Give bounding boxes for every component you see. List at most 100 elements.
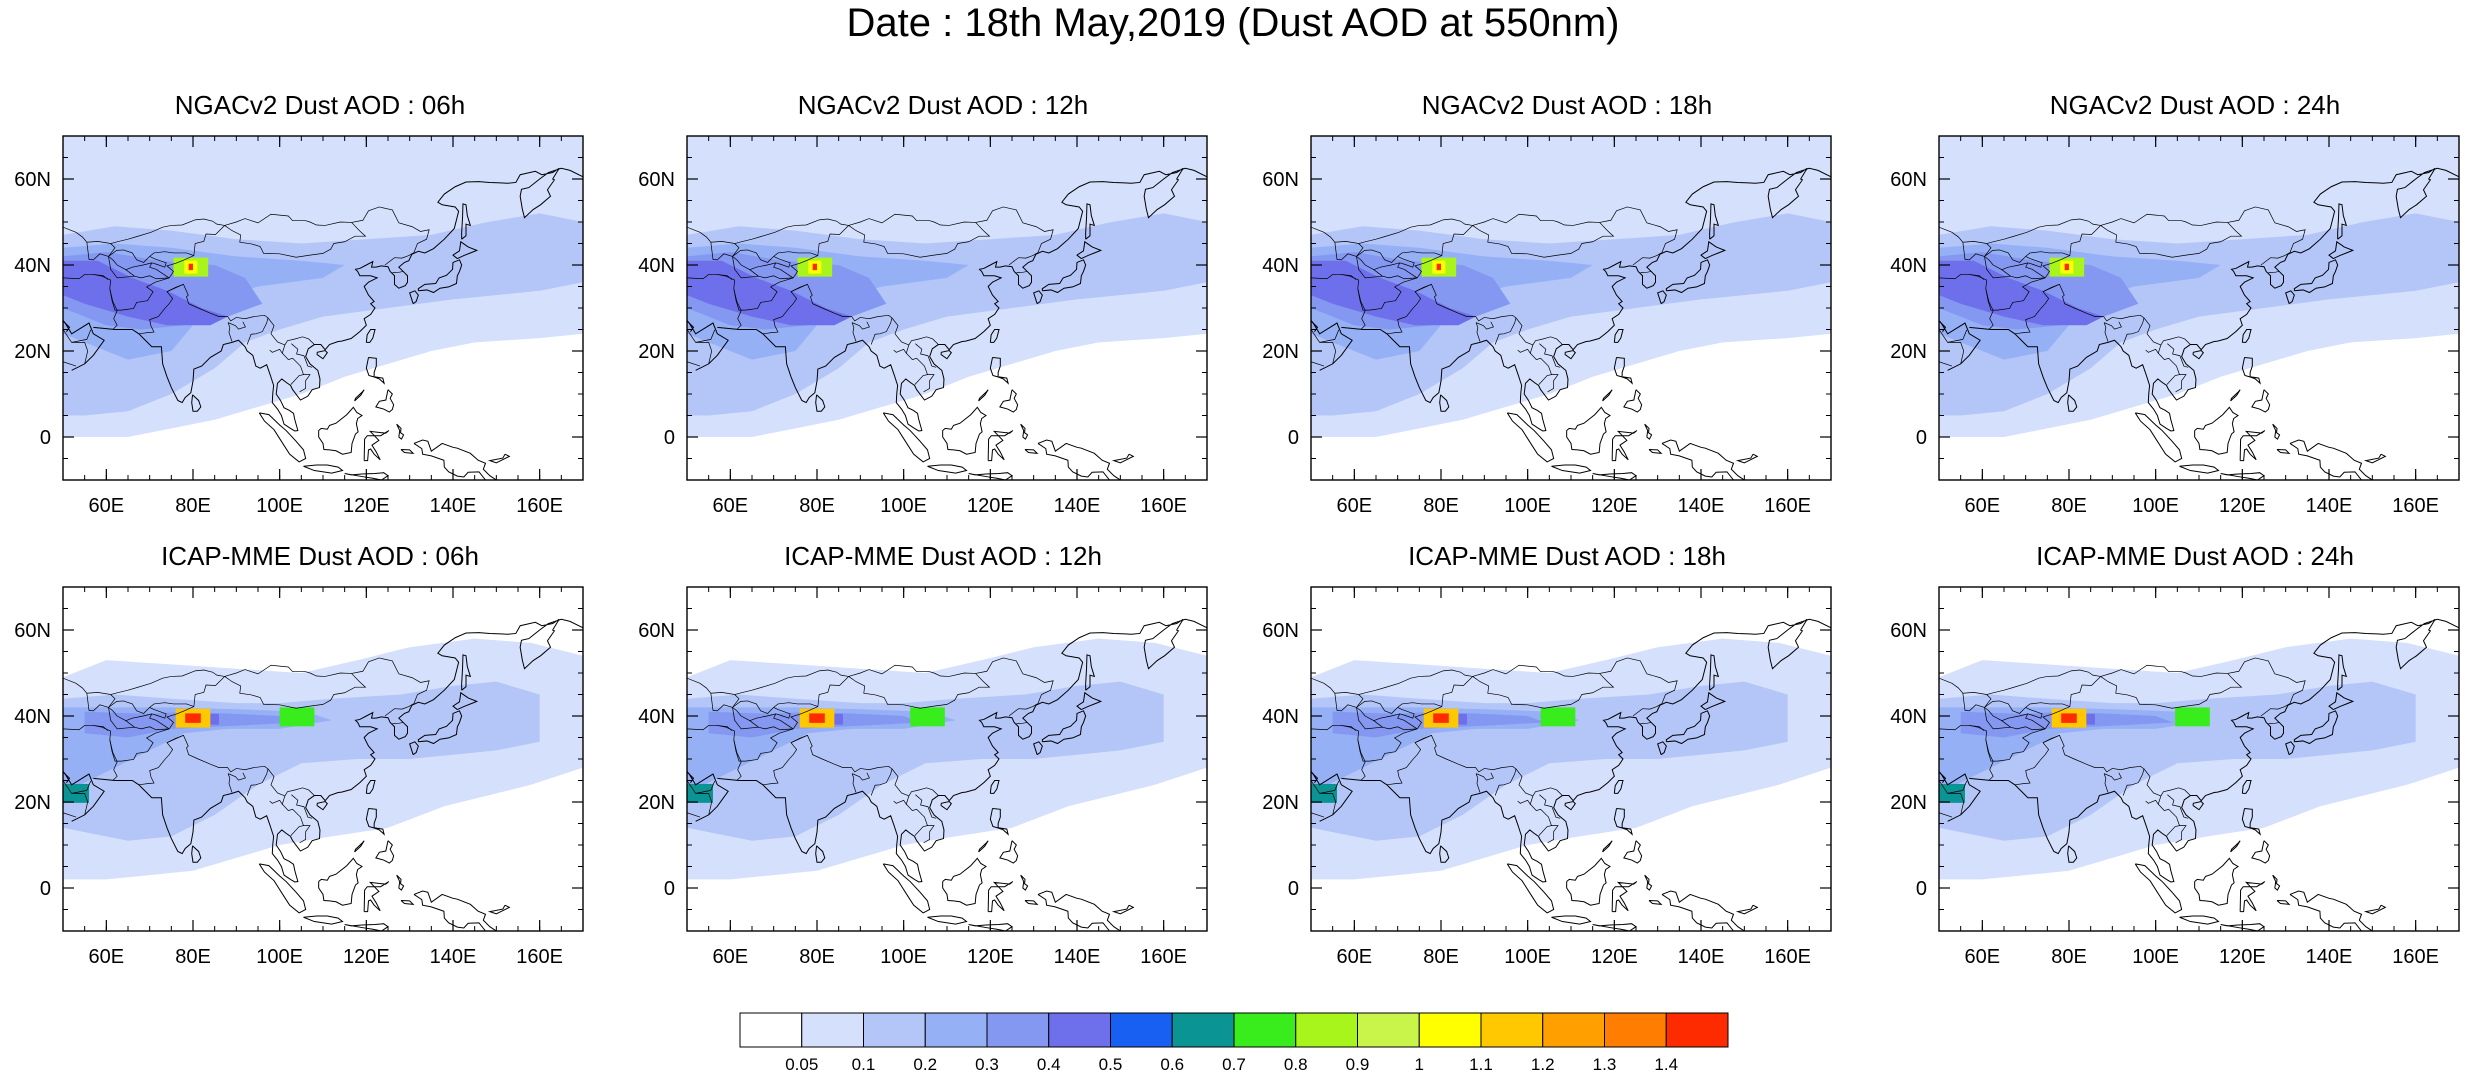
country-border <box>1530 352 1552 385</box>
coastline <box>1111 904 1135 915</box>
coastline <box>1033 290 1043 305</box>
aod-hotspot-peak <box>2064 263 2069 271</box>
country-border <box>2100 213 2228 226</box>
coastline <box>409 741 419 756</box>
coastline <box>717 167 1207 432</box>
coastline <box>63 759 105 822</box>
country-border <box>1939 812 1953 818</box>
colorbar-swatch <box>924 1012 988 1048</box>
country-border <box>732 218 849 257</box>
lat-tick-label: 40N <box>638 706 675 728</box>
coastline <box>815 394 826 412</box>
coastline <box>815 845 826 863</box>
lat-tick-label: 20N <box>14 792 51 814</box>
coastline <box>413 439 498 480</box>
coastline <box>1592 472 1637 480</box>
country-border <box>848 664 976 677</box>
colorbar-tick-label: 0.1 <box>851 1055 876 1074</box>
coastline <box>2241 356 2261 385</box>
coastline <box>1700 240 1727 260</box>
country-border <box>773 702 818 708</box>
coastline <box>1564 350 1576 360</box>
lat-tick-label: 60N <box>1262 620 1299 642</box>
lon-tick-label: 60E <box>1965 495 2001 517</box>
country-border <box>732 256 794 280</box>
country-border <box>63 274 109 280</box>
lat-tick-label: 20N <box>14 341 51 363</box>
coastline <box>1939 771 1947 783</box>
coastline <box>396 874 405 891</box>
lat-tick-label: 40N <box>638 255 675 277</box>
country-border <box>2175 825 2187 844</box>
colorbar-swatch <box>1542 1012 1605 1048</box>
country-border <box>109 728 170 762</box>
map-panel-4: 60E 80E 100E 120E 140E 160E 0 20N 40N 60N <box>1890 135 2460 517</box>
coastline <box>999 389 1019 413</box>
coastline <box>2289 439 2374 480</box>
coastline <box>989 780 1000 794</box>
country-border <box>1475 772 1494 781</box>
country-border <box>1530 803 1552 836</box>
lon-tick-label: 80E <box>1423 946 1459 968</box>
country-border <box>915 343 937 368</box>
coastline <box>303 915 344 925</box>
lat-tick-label: 0 <box>1916 878 1927 900</box>
country-border <box>267 317 315 346</box>
country-border <box>1947 329 1968 343</box>
map-panel-2: 60E 80E 100E 120E 140E 160E 0 20N 40N 60N <box>638 135 1208 517</box>
lon-tick-label: 60E <box>713 946 749 968</box>
country-border <box>851 322 857 342</box>
coastline <box>2272 423 2281 440</box>
coastline <box>2363 904 2387 915</box>
country-border <box>227 772 246 781</box>
coastline <box>1341 618 1831 883</box>
coastline <box>1644 423 1653 440</box>
country-border <box>351 657 430 717</box>
country-border <box>1599 657 1678 717</box>
country-border <box>687 677 735 695</box>
lon-tick-label: 80E <box>2051 495 2087 517</box>
coastline <box>2276 448 2291 454</box>
lat-tick-label: 20N <box>1890 792 1927 814</box>
country-border <box>2025 713 2046 730</box>
coastline <box>1648 448 1663 454</box>
country-border <box>1947 780 1968 794</box>
lon-tick-label: 60E <box>89 495 125 517</box>
coastline <box>2272 874 2281 891</box>
coastline <box>687 759 729 822</box>
country-border <box>1939 361 1953 367</box>
aod-hotspot <box>279 707 315 727</box>
lon-tick-label: 120E <box>967 495 1014 517</box>
colorbar <box>739 1012 1729 1048</box>
country-border <box>851 321 870 330</box>
coastline <box>2293 259 2339 294</box>
country-border <box>1356 707 1418 731</box>
coastline <box>318 857 363 906</box>
colorbar-tick-label: 1.4 <box>1654 1055 1679 1074</box>
country-border <box>291 794 313 819</box>
country-border <box>2145 344 2162 354</box>
country-border <box>2103 322 2109 342</box>
country-border <box>733 277 794 311</box>
coastline <box>1341 167 1831 432</box>
coastline <box>1613 807 1633 836</box>
coastline <box>365 329 376 343</box>
lon-tick-label: 160E <box>2392 946 2439 968</box>
coastline <box>2276 899 2291 905</box>
coastline <box>2194 857 2239 906</box>
coastline <box>1661 439 1746 480</box>
country-border <box>392 722 404 725</box>
coastline <box>191 394 202 412</box>
map-panel-8: 60E 80E 100E 120E 140E 160E 0 20N 40N 60N <box>1890 586 2460 968</box>
lon-tick-label: 60E <box>713 495 749 517</box>
country-border <box>351 206 430 266</box>
coastline <box>1566 857 1611 906</box>
map-panel-5: 60E 80E 100E 120E 140E 160E 0 20N 40N 60N <box>14 586 584 968</box>
lon-tick-label: 140E <box>1054 495 1101 517</box>
coastline <box>344 472 389 480</box>
country-border <box>687 780 713 815</box>
country-border <box>2227 206 2306 266</box>
lat-tick-label: 20N <box>1262 341 1299 363</box>
coastline <box>1506 863 1555 914</box>
country-border <box>63 812 77 818</box>
